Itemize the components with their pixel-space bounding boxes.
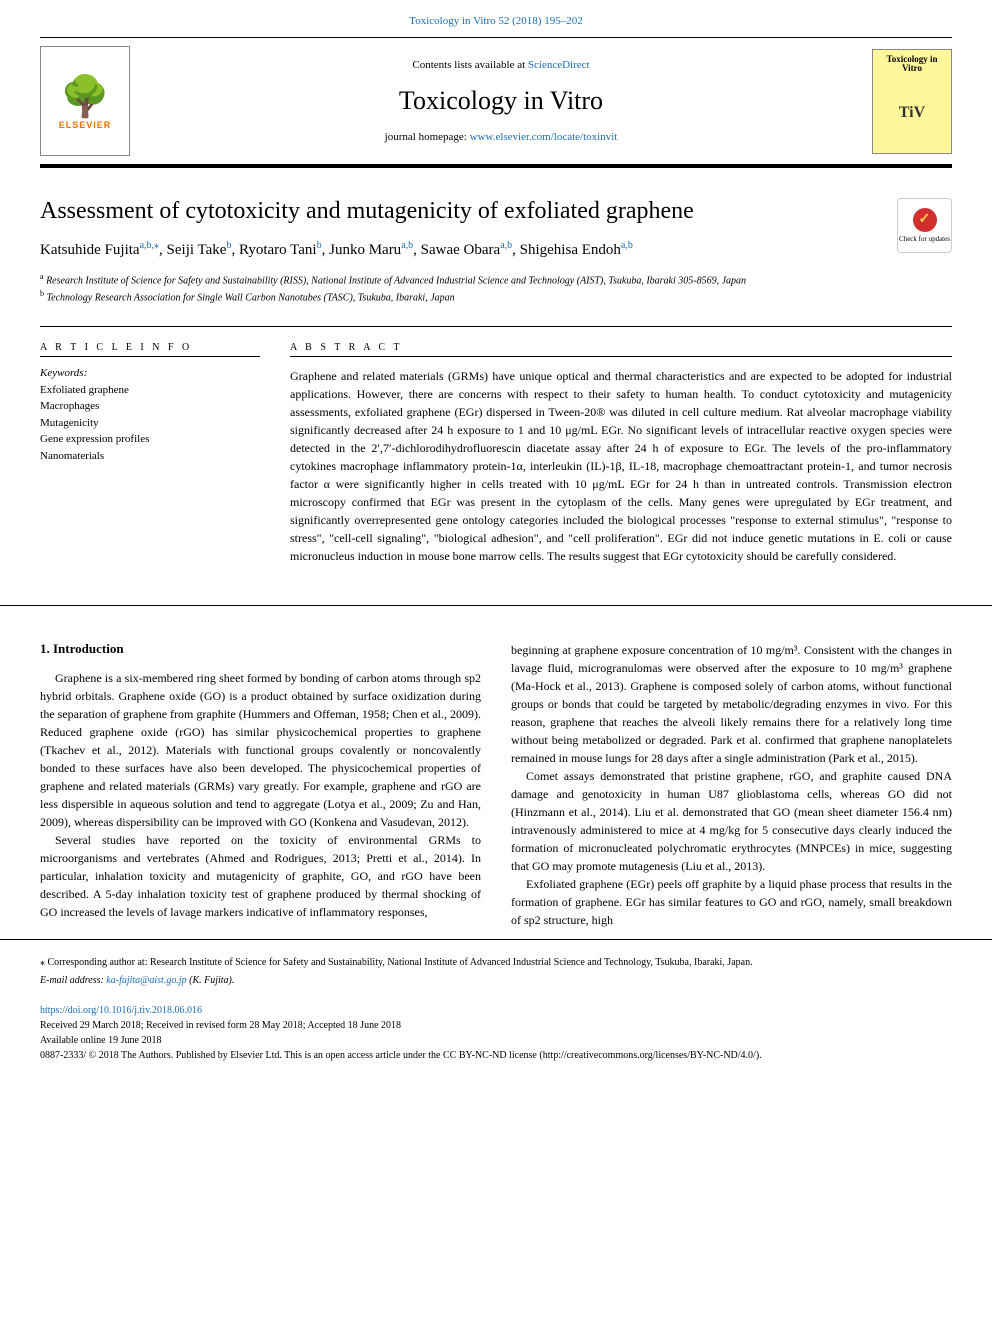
available-line: Available online 19 June 2018 xyxy=(40,1033,952,1048)
author-4[interactable]: Sawae Obaraa,b xyxy=(421,242,513,258)
sciencedirect-link[interactable]: ScienceDirect xyxy=(528,59,590,71)
introduction-heading: 1. Introduction xyxy=(40,641,481,657)
left-column: 1. Introduction Graphene is a six-member… xyxy=(40,641,481,929)
author-5[interactable]: Shigehisa Endoha,b xyxy=(520,242,633,258)
email-link[interactable]: ka-fujita@aist.go.jp xyxy=(106,975,186,986)
journal-reference-top[interactable]: Toxicology in Vitro 52 (2018) 195–202 xyxy=(0,0,992,37)
contents-line: Contents lists available at ScienceDirec… xyxy=(130,59,872,71)
homepage-link[interactable]: www.elsevier.com/locate/toxinvit xyxy=(470,131,618,143)
article-body: 1. Introduction Graphene is a six-member… xyxy=(0,605,992,939)
cover-abbrev: TiV xyxy=(899,104,925,122)
body-para-l1: Several studies have reported on the tox… xyxy=(40,831,481,921)
author-2[interactable]: Ryotaro Tanib xyxy=(239,242,322,258)
check-updates-button[interactable]: Check for updates xyxy=(897,198,952,253)
abstract-column: A B S T R A C T Graphene and related mat… xyxy=(290,342,952,565)
authors-list: Katsuhide Fujitaa,b,⁎, Seiji Takeb, Ryot… xyxy=(40,240,952,259)
abstract-text: Graphene and related materials (GRMs) ha… xyxy=(290,367,952,565)
corresponding-author-note: ⁎ Corresponding author at: Research Inst… xyxy=(40,955,952,970)
homepage-prefix: journal homepage: xyxy=(385,131,470,143)
author-0[interactable]: Katsuhide Fujitaa,b,⁎ xyxy=(40,242,159,258)
cover-title: Toxicology in Vitro xyxy=(878,55,946,75)
keyword-3: Gene expression profiles xyxy=(40,431,260,448)
email-name-suffix: (K. Fujita). xyxy=(187,975,235,986)
publisher-name: ELSEVIER xyxy=(59,120,112,130)
contents-prefix: Contents lists available at xyxy=(412,59,527,71)
affiliations: a Research Institute of Science for Safe… xyxy=(40,271,952,306)
article-info-column: A R T I C L E I N F O Keywords: Exfoliat… xyxy=(40,342,260,565)
body-para-r2: Exfoliated graphene (EGr) peels off grap… xyxy=(511,875,952,929)
journal-cover-thumbnail[interactable]: Toxicology in Vitro TiV xyxy=(872,49,952,154)
body-para-l0: Graphene is a six-membered ring sheet fo… xyxy=(40,669,481,831)
article-title: Assessment of cytotoxicity and mutagenic… xyxy=(40,198,952,225)
doi-link[interactable]: https://doi.org/10.1016/j.tiv.2018.06.01… xyxy=(40,1005,202,1016)
received-line: Received 29 March 2018; Received in revi… xyxy=(40,1018,952,1033)
email-line: E-mail address: ka-fujita@aist.go.jp (K.… xyxy=(40,973,952,988)
keyword-2: Mutagenicity xyxy=(40,415,260,432)
keywords-label: Keywords: xyxy=(40,367,260,379)
elsevier-logo[interactable]: 🌳 ELSEVIER xyxy=(40,46,130,156)
keyword-1: Macrophages xyxy=(40,398,260,415)
affiliation-a: a Research Institute of Science for Safe… xyxy=(40,271,952,288)
body-para-r0: beginning at graphene exposure concentra… xyxy=(511,641,952,767)
keywords-list: Exfoliated graphene Macrophages Mutageni… xyxy=(40,382,260,465)
email-label: E-mail address: xyxy=(40,975,106,986)
author-3[interactable]: Junko Marua,b xyxy=(329,242,413,258)
affiliation-b: b Technology Research Association for Si… xyxy=(40,288,952,305)
journal-header: 🌳 ELSEVIER Contents lists available at S… xyxy=(40,37,952,168)
check-updates-icon xyxy=(913,208,937,232)
author-1[interactable]: Seiji Takeb xyxy=(167,242,232,258)
right-column: beginning at graphene exposure concentra… xyxy=(511,641,952,929)
homepage-line: journal homepage: www.elsevier.com/locat… xyxy=(130,131,872,143)
body-para-r1: Comet assays demonstrated that pristine … xyxy=(511,767,952,875)
elsevier-tree-icon: 🌳 xyxy=(60,73,110,120)
copyright-line: 0887-2333/ © 2018 The Authors. Published… xyxy=(40,1048,952,1063)
check-updates-label: Check for updates xyxy=(899,235,950,243)
abstract-label: A B S T R A C T xyxy=(290,342,952,353)
page-footer: ⁎ Corresponding author at: Research Inst… xyxy=(0,939,992,1078)
journal-name: Toxicology in Vitro xyxy=(130,86,872,116)
keyword-0: Exfoliated graphene xyxy=(40,382,260,399)
article-info-label: A R T I C L E I N F O xyxy=(40,342,260,353)
keyword-4: Nanomaterials xyxy=(40,448,260,465)
